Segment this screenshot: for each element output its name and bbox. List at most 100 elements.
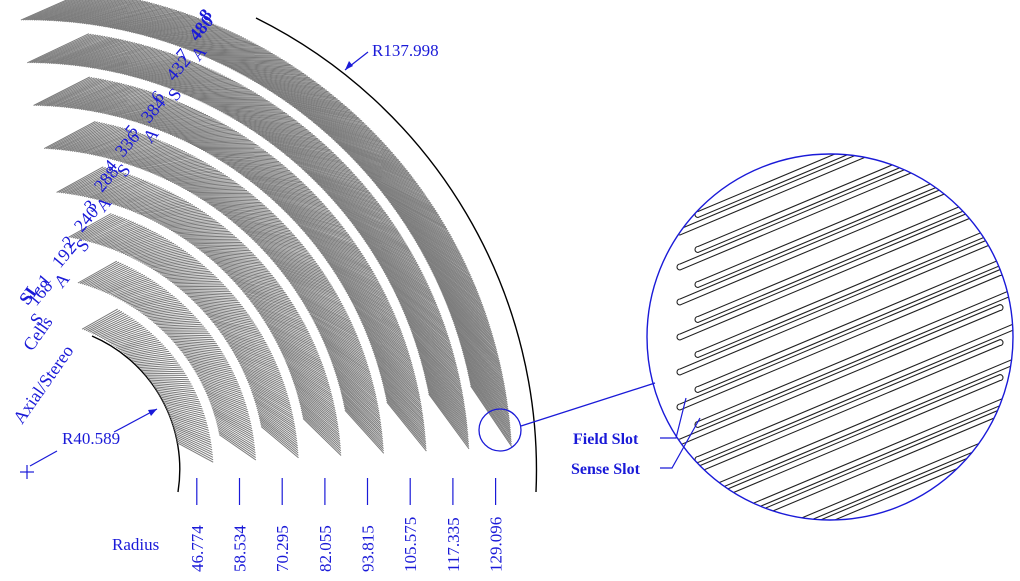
- slot-line: [338, 382, 382, 424]
- slot-line: [105, 276, 148, 294]
- slot-line: [51, 37, 115, 64]
- slot-line: [141, 306, 186, 314]
- slot-line: [211, 58, 285, 62]
- slot-line: [422, 366, 467, 419]
- slot-line: [215, 60, 289, 64]
- slot-line: [113, 12, 186, 29]
- slot-line: [255, 405, 297, 435]
- slot-line: [63, 83, 123, 108]
- slot-line: [66, 169, 116, 195]
- slot-line: [37, 35, 101, 64]
- slot-line: [375, 357, 422, 403]
- slot-line: [324, 344, 373, 380]
- slot-line: [311, 317, 362, 348]
- slot-line: [364, 171, 432, 204]
- slot-line: [326, 132, 396, 158]
- slot-line: [159, 325, 204, 329]
- slot-line: [124, 149, 181, 164]
- slot-line: [124, 345, 165, 355]
- slot-line: [430, 268, 487, 317]
- outer-boundary-arc: [255, 17, 538, 493]
- slot-line: [305, 171, 371, 194]
- slot-line: [297, 397, 340, 433]
- slot-line: [379, 189, 445, 226]
- slot-line: [179, 87, 248, 93]
- slot-line: [150, 210, 204, 220]
- slot-line: [270, 142, 338, 157]
- slot-line: [167, 81, 236, 89]
- slot-line: [156, 321, 201, 326]
- slot-line: [83, 175, 134, 198]
- slot-line: [259, 134, 328, 147]
- superlayer-band-8: [20, 0, 513, 447]
- slot-line: [71, 170, 120, 195]
- slot-line: [148, 209, 202, 219]
- slot-line: [212, 260, 266, 267]
- slot-line: [284, 359, 331, 388]
- slot-line: [206, 152, 270, 155]
- slot-line: [196, 195, 255, 197]
- slot-line: [356, 311, 408, 350]
- slot-line: [232, 279, 285, 292]
- slot-line: [346, 292, 401, 328]
- slot-line: [128, 151, 186, 165]
- slot-line: [235, 119, 304, 128]
- slot-line: [374, 182, 441, 218]
- slot-line: [308, 237, 368, 263]
- slot-line: [130, 19, 204, 33]
- slot-line: [456, 330, 506, 387]
- slot-line: [132, 246, 181, 259]
- slot-line: [190, 363, 234, 374]
- slot-line: [338, 144, 408, 172]
- slot-line: [83, 45, 149, 68]
- slot-line: [288, 157, 356, 176]
- slot-line: [172, 340, 217, 345]
- slot-line: [63, 125, 117, 151]
- slot-line: [195, 50, 269, 54]
- slot-line: [151, 72, 219, 83]
- slot-line: [25, 0, 74, 21]
- slot-line: [467, 374, 512, 436]
- slot-line: [348, 153, 417, 183]
- slot-line: [173, 178, 232, 184]
- slot-line: [345, 290, 400, 326]
- slot-line: [185, 238, 239, 241]
- radius-value: 58.534: [231, 525, 250, 572]
- slot-line: [216, 422, 255, 446]
- slot-line: [420, 249, 479, 295]
- slot-line: [87, 265, 129, 287]
- slot-line: [225, 65, 299, 71]
- slot-line: [101, 273, 144, 292]
- slot-line: [173, 428, 212, 446]
- slot-line: [335, 274, 391, 306]
- axial-stereo-header: Axial/Stereo: [9, 341, 78, 427]
- slot-line: [296, 391, 339, 426]
- slot-line: [85, 176, 136, 198]
- slot-line: [194, 370, 238, 383]
- slot-line: [418, 353, 465, 405]
- slot-line: [310, 315, 362, 346]
- slot-line: [110, 280, 154, 296]
- slot-line: [136, 65, 204, 79]
- slot-line: [178, 232, 232, 236]
- slot-line: [46, 121, 98, 150]
- slot-line: [223, 270, 276, 280]
- slot-line: [58, 124, 112, 151]
- slot-line: [181, 235, 236, 238]
- slot-line: [201, 198, 260, 202]
- slot-line: [163, 272, 213, 277]
- slot-line: [378, 370, 424, 417]
- slot-line: [318, 330, 368, 364]
- slot-line: [275, 339, 323, 366]
- slot-line: [330, 266, 387, 298]
- slot-line: [285, 154, 353, 172]
- slot-line: [345, 214, 407, 245]
- slot-line: [138, 302, 183, 312]
- slot-line: [224, 113, 293, 119]
- slot-line: [208, 203, 267, 208]
- slot-line: [110, 187, 162, 205]
- slot-line: [261, 85, 335, 97]
- slot-line: [183, 43, 257, 49]
- slot-line: [336, 204, 400, 233]
